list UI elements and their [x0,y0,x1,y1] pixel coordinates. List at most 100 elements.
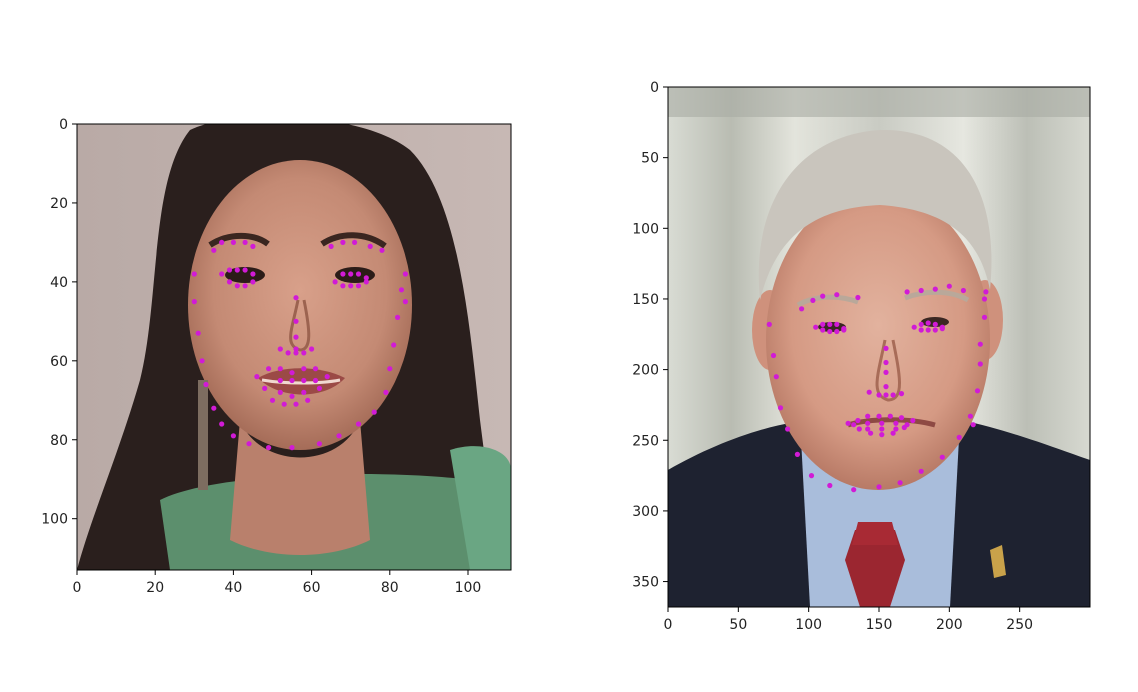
left-landmark-point [250,243,256,249]
left-landmark-point [305,397,311,403]
right-landmark-point [925,320,931,326]
left-landmark-point [242,267,248,273]
right-y-tick-label: 100 [632,221,659,237]
left-landmark-point [277,389,283,395]
right-landmark-point [834,292,840,298]
right-landmark-point [813,324,819,330]
right-landmark-point [939,454,945,460]
right-y-tick-label: 0 [650,80,659,96]
right-landmark-point [932,327,938,333]
left-y-tick-label: 60 [50,354,68,370]
right-landmark-point [866,389,872,395]
left-landmark-point [211,405,217,411]
right-landmark-point [918,321,924,327]
left-landmark-point [355,421,362,427]
left-landmark-point [402,271,408,277]
right-landmark-point [777,405,784,411]
left-landmark-point [293,295,299,301]
right-landmark-point [865,420,871,426]
left-landmark-point [262,385,268,391]
right-landmark-point [820,293,826,299]
right-landmark-point [845,420,851,426]
right-landmark-point [876,392,882,398]
left-landmark-point [266,366,272,372]
left-face-photo [77,124,511,570]
right-landmark-point [766,321,772,327]
left-landmark-point [203,381,209,388]
right-y-tick-label: 50 [641,151,659,167]
right-landmark-point [876,484,882,490]
right-landmark-point [898,415,905,421]
left-landmark-point [391,342,397,348]
left-y-tick-label: 100 [41,512,68,528]
left-landmark-point [277,366,283,372]
right-landmark-point [808,473,815,479]
left-landmark-point [387,366,393,372]
left-landmark-point [328,243,334,249]
right-landmark-point [865,413,871,419]
left-landmark-point [363,275,369,281]
left-landmark-point [363,279,369,285]
right-landmark-point [794,451,801,457]
left-x-tick-label: 100 [455,580,482,596]
left-landmark-point [324,374,330,380]
right-y-tick-label: 300 [632,504,659,520]
right-landmark-point [946,283,952,289]
right-landmark-point [893,426,899,432]
right-landmark-point [879,432,885,438]
left-landmark-point [348,283,354,289]
right-landmark-point [883,392,889,398]
right-landmark-point [799,306,805,312]
right-landmark-point [887,413,893,419]
right-landmark-point [820,327,826,333]
right-landmark-point [883,345,889,351]
left-landmark-point [367,243,373,249]
left-landmark-point [219,239,225,245]
left-landmark-point [211,247,217,253]
left-landmark-point [312,377,319,384]
right-landmark-point [879,426,885,432]
right-landmark-point [898,391,905,397]
left-landmark-point [242,239,248,245]
right-landmark-point [841,327,847,333]
right-landmark-point [983,289,989,295]
right-landmark-point [977,361,983,367]
left-landmark-point [242,283,248,289]
right-landmark-point [981,314,988,320]
left-landmark-point [269,397,276,403]
left-landmark-point [355,271,362,277]
right-landmark-point [855,417,861,424]
right-landmark-point [868,430,874,436]
left-landmark-point [226,267,233,273]
right-landmark-point [827,328,833,335]
right-landmark-point [883,369,889,375]
left-landmark-point [340,271,346,277]
right-landmark-point [834,321,840,327]
left-y-tick-label: 80 [50,433,68,449]
right-landmark-point [925,327,931,333]
left-x-tick-label: 80 [381,580,399,596]
right-landmark-point [918,468,924,474]
right-landmark-point [770,352,777,359]
right-landmark-point [890,430,896,436]
right-landmark-point [977,341,983,347]
left-landmark-point [191,299,197,305]
left-landmark-point [301,377,307,384]
left-y-tick-label: 40 [50,275,68,291]
right-landmark-point [910,417,916,424]
left-landmark-points [191,239,408,451]
left-landmark-point [355,283,362,289]
left-landmark-point [312,366,319,372]
right-landmark-point [932,286,938,292]
left-landmark-point [199,358,205,364]
right-x-tick-label: 0 [664,617,673,633]
left-landmark-point [191,271,197,277]
right-x-tick-label: 200 [936,617,963,633]
right-landmark-point [876,413,882,419]
left-axes-frame [76,123,512,571]
right-landmark-point [911,324,917,330]
left-y-axis: 0 20 40 60 80 100 [41,117,77,528]
left-landmark-point [340,283,346,289]
right-landmark-point [981,296,988,302]
right-landmark-point [851,487,857,493]
